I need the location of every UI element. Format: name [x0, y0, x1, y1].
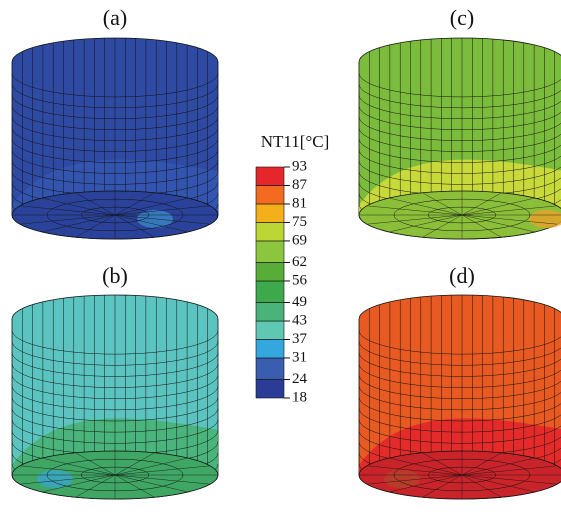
legend-tick-label: 93 [292, 158, 307, 174]
legend-swatch [256, 281, 284, 303]
legend-swatch [256, 358, 284, 380]
legend-tick-label: 43 [292, 312, 307, 328]
legend-swatch [256, 167, 284, 185]
panel-label: (c) [450, 5, 474, 30]
legend-swatch [256, 222, 284, 240]
legend-tick-label: 81 [292, 195, 307, 211]
panel-label: (b) [102, 263, 128, 288]
cylinder [359, 295, 561, 499]
legend-swatch [256, 241, 284, 263]
panel-label: (d) [449, 263, 475, 288]
legend-swatch [256, 262, 284, 280]
legend-tick-label: 69 [292, 232, 307, 248]
legend-swatch [256, 204, 284, 222]
legend-swatch [256, 380, 284, 398]
legend-tick-label: 31 [292, 349, 307, 365]
panel-label: (a) [103, 5, 127, 30]
cylinder [12, 295, 218, 499]
legend-tick-label: 56 [292, 272, 308, 288]
legend-title: NT11[°C] [261, 132, 330, 151]
bottom-spot [384, 470, 420, 488]
legend-tick-label: 24 [292, 371, 308, 387]
bottom-spot [37, 470, 73, 488]
legend-swatch [256, 303, 284, 321]
legend-tick-label: 87 [292, 177, 308, 193]
cylinder [359, 38, 561, 239]
cylinder [12, 38, 218, 239]
legend-swatch [256, 185, 284, 203]
legend-tick-label: 18 [292, 389, 307, 405]
legend-tick-label: 75 [292, 214, 307, 230]
legend-tick-label: 37 [292, 331, 308, 347]
legend-tick-label: 49 [292, 294, 307, 310]
figure: (a) (b) (c) (d) NT11[°C] 18 24 31 37 43 49 56 62 69 75… [0, 0, 561, 516]
legend-swatch [256, 321, 284, 339]
legend-tick-label: 62 [292, 254, 307, 270]
legend-swatch [256, 339, 284, 357]
